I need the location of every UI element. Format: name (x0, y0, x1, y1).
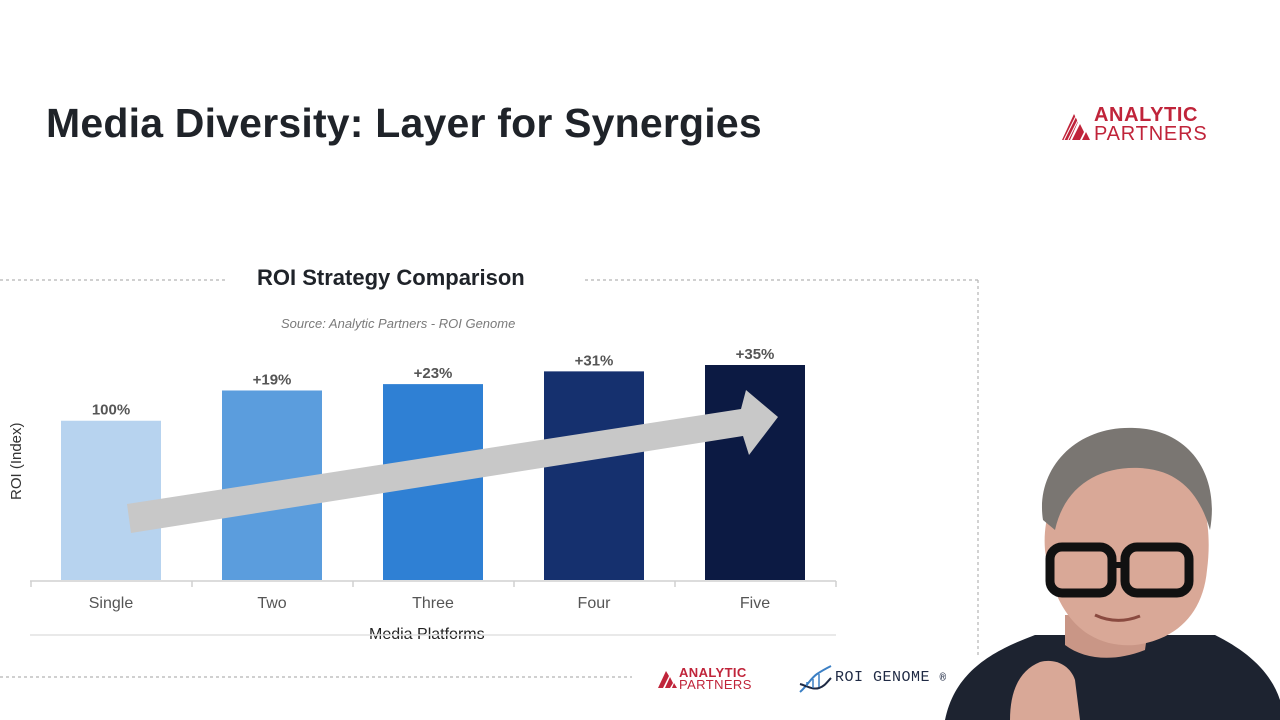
analytic-partners-small-logo: ANALYTIC PARTNERS (657, 665, 777, 693)
data-label-three: +23% (414, 365, 453, 382)
trend-arrow (127, 390, 778, 533)
bar-five (705, 365, 805, 580)
logo-wordmark-line1: ANALYTIC (1094, 104, 1199, 126)
presenter-webcam-video (945, 427, 1280, 720)
slide-title: Media Diversity: Layer for Synergies (46, 100, 762, 146)
analytic-partners-mark-icon (1062, 114, 1090, 141)
analytic-partners-small-mark-icon (658, 671, 677, 688)
dna-helix-icon (799, 665, 832, 693)
data-label-four: +31% (575, 352, 614, 369)
x-tick-label-four: Four (578, 595, 612, 612)
x-tick-label-single: Single (89, 595, 134, 612)
bar-single (61, 420, 161, 580)
data-label-two: +19% (253, 371, 292, 388)
registered-mark: ® (939, 673, 947, 685)
data-label-single: 100% (92, 402, 130, 419)
x-tick-label-two: Two (257, 595, 286, 612)
bar-four (544, 371, 644, 580)
small-logo-line1: ANALYTIC (679, 665, 747, 680)
chart-subtitle: Source: Analytic Partners - ROI Genome (281, 316, 516, 331)
x-tick-label-five: Five (740, 595, 770, 612)
chart-title: ROI Strategy Comparison (257, 265, 525, 290)
roi-genome-text: ROI GENOME (835, 669, 931, 686)
roi-genome-logo: ROI GENOME ® (797, 664, 946, 694)
logo-wordmark-line2: PARTNERS (1094, 123, 1208, 145)
data-label-five: +35% (736, 346, 775, 363)
roi-genome-wordmark: ROI GENOME ® (835, 669, 947, 686)
x-tick-label-three: Three (412, 595, 454, 612)
small-logo-line2: PARTNERS (679, 677, 752, 692)
analytic-partners-logo: ANALYTIC PARTNERS (1060, 104, 1240, 145)
